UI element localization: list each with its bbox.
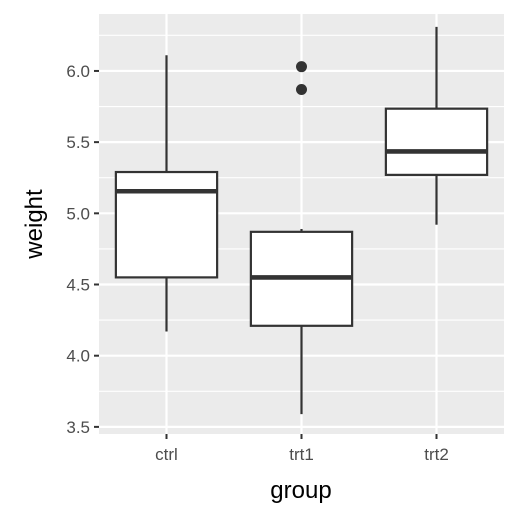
y-tick-label: 6.0 (66, 62, 90, 81)
y-tick-label: 5.0 (66, 204, 90, 223)
y-axis-title: weight (21, 189, 48, 260)
boxes-layer (114, 26, 489, 415)
interquartile-box (114, 170, 219, 279)
x-tick-label: trt2 (424, 445, 449, 464)
outlier-point (296, 83, 307, 95)
box-trt2 (384, 26, 489, 225)
y-tick-label: 5.5 (66, 133, 90, 152)
y-tick-label: 4.5 (66, 276, 90, 295)
y-tick-label: 3.5 (66, 418, 90, 437)
x-tick-label: ctrl (155, 445, 178, 464)
y-tick-label: 4.0 (66, 347, 90, 366)
outlier-point (296, 61, 307, 73)
interquartile-box (384, 107, 489, 176)
box-trt1 (249, 61, 354, 415)
x-axis: ctrl trt1 trt2 (155, 434, 449, 464)
box-ctrl (114, 55, 219, 332)
x-tick-label: trt1 (289, 445, 314, 464)
x-axis-title: group (270, 477, 331, 504)
y-axis: 3.5 4.0 4.5 5.0 5.5 6.0 (66, 62, 99, 437)
